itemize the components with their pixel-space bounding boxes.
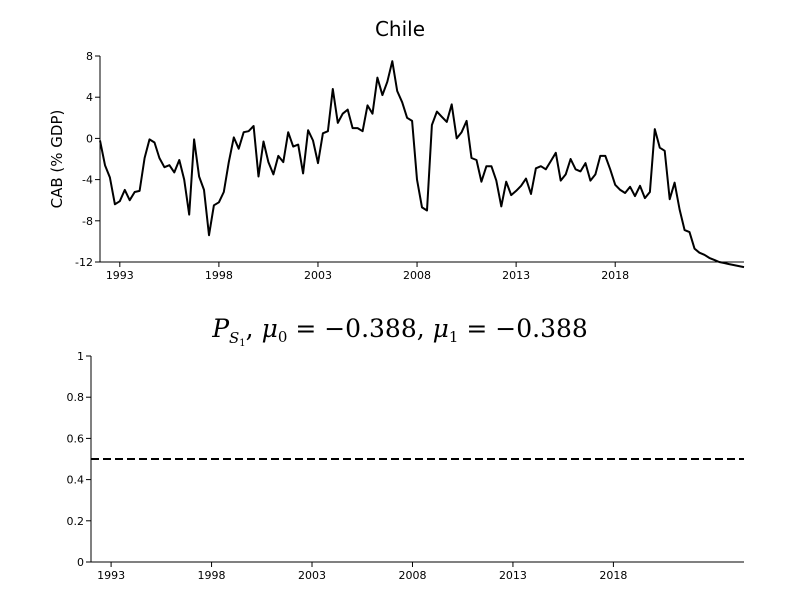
top-y-tick-label: -4 (82, 174, 93, 187)
bottom-y-tick-label: 0.8 (67, 391, 85, 404)
title-sep: , (246, 314, 262, 343)
cab-series-line (99, 60, 745, 269)
bottom-y-tick-label: 1 (77, 350, 84, 363)
top-y-tick-label: -8 (82, 215, 93, 228)
top-x-tick-label: 2003 (304, 269, 332, 282)
bottom-x-ticks: 1993 1998 2003 2008 2013 2018 (97, 562, 627, 582)
bottom-panel: PS1, μ0 = −0.388, μ1 = −0.388 10.80.60.4… (67, 314, 744, 582)
bottom-x-tick-label: 2013 (499, 569, 527, 582)
bottom-chart-title: PS1, μ0 = −0.388, μ1 = −0.388 (211, 314, 588, 349)
bottom-x-tick-label: 1993 (97, 569, 125, 582)
top-x-tick-label: 2018 (601, 269, 629, 282)
top-y-axis-label: CAB (% GDP) (48, 110, 66, 209)
bottom-y-tick-label: 0.2 (67, 515, 85, 528)
top-x-ticks: 1993 1998 2003 2008 2013 2018 (106, 262, 629, 282)
bottom-x-tick-label: 1998 (198, 569, 226, 582)
title-mu0: μ (262, 314, 278, 343)
top-y-tick-label: 8 (86, 50, 93, 63)
top-x-tick-label: 1993 (106, 269, 134, 282)
top-y-ticks: 8 4 0 -4 -8 -12 (75, 50, 100, 269)
bottom-y-ticks: 1 0.8 0.6 0.4 0.2 0 (67, 350, 91, 569)
top-y-tick-label: 0 (86, 132, 93, 145)
title-mu1: μ (433, 314, 449, 343)
title-mu1-sub: 1 (449, 328, 459, 346)
title-p: P (211, 314, 230, 343)
title-sub-s: S (229, 329, 239, 347)
top-chart-title: Chile (375, 17, 425, 41)
title-sub-1: 1 (239, 338, 245, 349)
top-x-tick-label: 2008 (403, 269, 431, 282)
top-x-tick-label: 2013 (502, 269, 530, 282)
top-panel: Chile CAB (% GDP) 8 4 0 -4 -8 -12 1993 1998 200… (48, 17, 745, 282)
top-y-tick-label: 4 (86, 91, 93, 104)
bottom-x-tick-label: 2008 (398, 569, 426, 582)
title-mu0-sub: 0 (278, 328, 288, 346)
bottom-y-tick-label: 0.6 (67, 432, 85, 445)
top-x-tick-label: 1998 (205, 269, 233, 282)
title-mu1-val: = −0.388 (458, 314, 587, 343)
bottom-y-tick-label: 0 (77, 556, 84, 569)
bottom-y-tick-label: 0.4 (67, 474, 85, 487)
title-mu0-val: = −0.388, (287, 314, 432, 343)
bottom-x-tick-label: 2018 (599, 569, 627, 582)
top-y-tick-label: -12 (75, 256, 93, 269)
bottom-x-tick-label: 2003 (298, 569, 326, 582)
